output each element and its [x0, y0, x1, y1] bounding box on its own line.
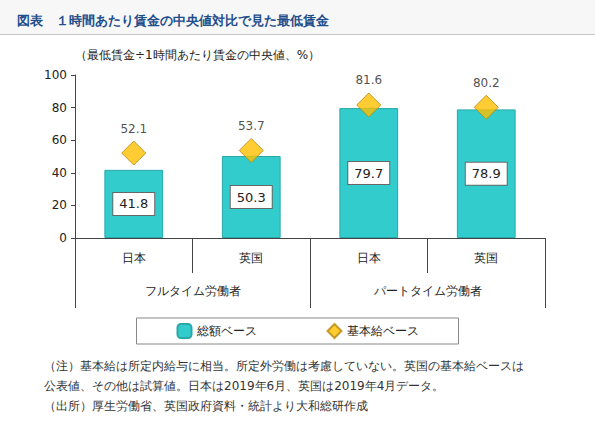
svg-text:80.2: 80.2 — [473, 76, 500, 90]
svg-text:78.9: 78.9 — [472, 166, 501, 181]
svg-text:53.7: 53.7 — [238, 119, 265, 133]
svg-text:基本給ベース: 基本給ベース — [347, 324, 419, 338]
svg-text:79.7: 79.7 — [354, 166, 383, 181]
svg-text:100: 100 — [44, 68, 67, 82]
svg-text:パートタイム労働者: パートタイム労働者 — [373, 284, 482, 298]
svg-text:英国: 英国 — [239, 251, 263, 265]
svg-text:日本: 日本 — [122, 251, 146, 265]
svg-text:図表 １時間あたり賃金の中央値対比で見た最低賃金: 図表 １時間あたり賃金の中央値対比で見た最低賃金 — [17, 13, 330, 28]
svg-text:0: 0 — [59, 231, 67, 245]
svg-text:81.6: 81.6 — [355, 73, 382, 87]
svg-text:フルタイム労働者: フルタイム労働者 — [145, 284, 241, 298]
svg-text:60: 60 — [52, 133, 67, 147]
svg-text:総額ベース: 総額ベース — [196, 324, 257, 338]
svg-text:英国: 英国 — [474, 251, 498, 265]
svg-text:41.8: 41.8 — [119, 196, 148, 211]
svg-text:40: 40 — [52, 166, 67, 180]
html-text:（出所）厚生労働省、英国政府資料・統計より大和総研作成: （出所）厚生労働省、英国政府資料・統計より大和総研作成 — [44, 399, 368, 413]
svg-text:20: 20 — [52, 198, 67, 212]
svg-text:50.3: 50.3 — [237, 190, 266, 205]
svg-text:（最低賃金÷1時間あたり賃金の中央値、%）: （最低賃金÷1時間あたり賃金の中央値、%） — [75, 48, 320, 62]
svg-text:52.1: 52.1 — [120, 122, 147, 136]
svg-text:日本: 日本 — [357, 251, 381, 265]
html-text:（注）基本給は所定内給与に相当。所定外労働は考慮していない。: （注）基本給は所定内給与に相当。所定外労働は考慮していない。英国の基本給ベースは — [44, 359, 524, 373]
html-text:公表値、その他は試算値。日本は2019年6月、英国は2019: 公表値、その他は試算値。日本は2019年6月、英国は2019年4月データ。 — [44, 379, 445, 393]
svg-text:80: 80 — [52, 101, 67, 115]
